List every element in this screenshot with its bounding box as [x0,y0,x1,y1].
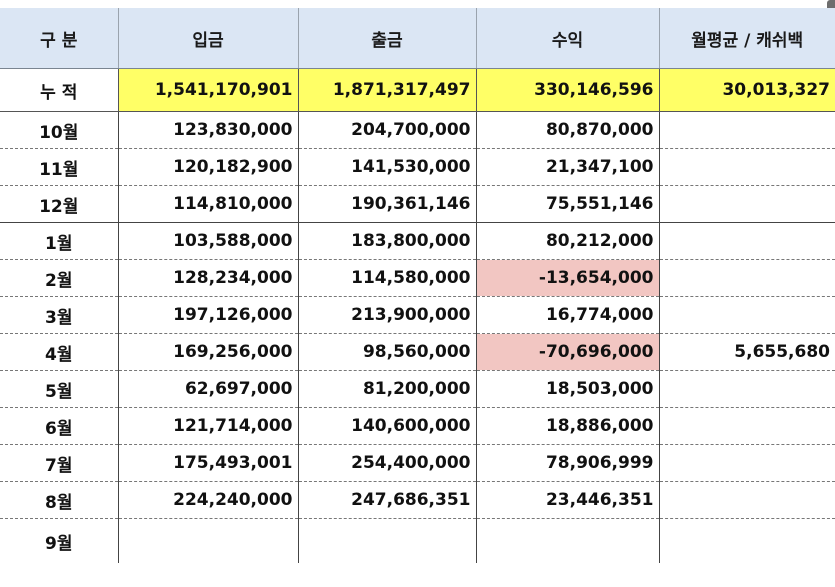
summary-table: 구 분 입금 출금 수익 월평균 / 캐쉬백 누 적 1,541,170,901… [0,8,835,563]
deposit-cell[interactable] [117,518,298,563]
total-monthly[interactable]: 30,013,327 [658,68,835,112]
total-deposit[interactable]: 1,541,170,901 [117,68,298,112]
month-cell[interactable]: 3월 [0,296,118,334]
monthly-cell[interactable]: 5,655,680 [658,333,835,371]
profit-cell[interactable]: 78,906,999 [475,444,659,482]
deposit-cell[interactable]: 120,182,900 [117,148,298,186]
monthly-cell[interactable] [658,185,835,223]
month-cell[interactable]: 1월 [0,222,118,260]
withdraw-cell[interactable]: 114,580,000 [297,259,476,297]
table-row: 8월 224,240,000 247,686,351 23,446,351 [0,481,835,519]
month-cell[interactable]: 11월 [0,148,118,186]
monthly-cell[interactable] [658,111,835,149]
withdraw-cell[interactable] [297,518,476,563]
deposit-cell[interactable]: 175,493,001 [117,444,298,482]
deposit-cell[interactable]: 128,234,000 [117,259,298,297]
profit-cell[interactable]: 16,774,000 [475,296,659,334]
table-row: 3월 197,126,000 213,900,000 16,774,000 [0,296,835,334]
deposit-cell[interactable]: 103,588,000 [117,222,298,260]
withdraw-cell[interactable]: 213,900,000 [297,296,476,334]
profit-cell[interactable]: 80,870,000 [475,111,659,149]
withdraw-cell[interactable]: 254,400,000 [297,444,476,482]
profit-cell[interactable]: 18,886,000 [475,407,659,445]
profit-cell[interactable]: -70,696,000 [475,333,659,371]
withdraw-cell[interactable]: 190,361,146 [297,185,476,223]
withdraw-cell[interactable]: 98,560,000 [297,333,476,371]
table-row: 9월 [0,518,835,563]
monthly-cell[interactable] [658,444,835,482]
monthly-cell[interactable] [658,222,835,260]
deposit-cell[interactable]: 123,830,000 [117,111,298,149]
table-row: 7월 175,493,001 254,400,000 78,906,999 [0,444,835,482]
header-profit[interactable]: 수익 [475,8,659,69]
profit-cell[interactable]: 23,446,351 [475,481,659,519]
monthly-cell[interactable] [658,481,835,519]
profit-cell[interactable]: -13,654,000 [475,259,659,297]
withdraw-cell[interactable]: 247,686,351 [297,481,476,519]
withdraw-cell[interactable]: 183,800,000 [297,222,476,260]
total-withdraw[interactable]: 1,871,317,497 [297,68,476,112]
profit-cell[interactable] [475,518,659,563]
profit-cell[interactable]: 18,503,000 [475,370,659,408]
month-cell[interactable]: 7월 [0,444,118,482]
withdraw-cell[interactable]: 204,700,000 [297,111,476,149]
monthly-cell[interactable] [658,259,835,297]
header-withdraw[interactable]: 출금 [297,8,476,69]
withdraw-cell[interactable]: 140,600,000 [297,407,476,445]
month-cell[interactable]: 2월 [0,259,118,297]
deposit-cell[interactable]: 114,810,000 [117,185,298,223]
header-deposit[interactable]: 입금 [117,8,298,69]
deposit-cell[interactable]: 169,256,000 [117,333,298,371]
deposit-cell[interactable]: 62,697,000 [117,370,298,408]
total-row: 누 적 1,541,170,901 1,871,317,497 330,146,… [0,68,835,112]
table-row: 4월 169,256,000 98,560,000 -70,696,000 5,655,… [0,333,835,371]
deposit-cell[interactable]: 197,126,000 [117,296,298,334]
table-row: 10월 123,830,000 204,700,000 80,870,000 [0,111,835,149]
monthly-cell[interactable] [658,296,835,334]
table-row: 6월 121,714,000 140,600,000 18,886,000 [0,407,835,445]
table-row: 5월 62,697,000 81,200,000 18,503,000 [0,370,835,408]
total-label[interactable]: 누 적 [0,68,118,112]
table-row: 11월 120,182,900 141,530,000 21,347,100 [0,148,835,186]
deposit-cell[interactable]: 121,714,000 [117,407,298,445]
monthly-cell[interactable] [658,407,835,445]
deposit-cell[interactable]: 224,240,000 [117,481,298,519]
profit-cell[interactable]: 80,212,000 [475,222,659,260]
month-cell[interactable]: 5월 [0,370,118,408]
monthly-cell[interactable] [658,370,835,408]
header-monthly-cashback[interactable]: 월평균 / 캐쉬백 [658,8,835,69]
withdraw-cell[interactable]: 141,530,000 [297,148,476,186]
header-category[interactable]: 구 분 [0,8,118,69]
month-cell[interactable]: 9월 [45,533,73,554]
header-row: 구 분 입금 출금 수익 월평균 / 캐쉬백 [0,8,835,69]
total-profit[interactable]: 330,146,596 [475,68,659,112]
table-row: 2월 128,234,000 114,580,000 -13,654,000 [0,259,835,297]
month-cell[interactable]: 8월 [0,481,118,519]
month-cell[interactable]: 4월 [0,333,118,371]
monthly-cell[interactable] [658,148,835,186]
month-cell[interactable]: 12월 [0,185,118,223]
table-row: 12월 114,810,000 190,361,146 75,551,146 [0,185,835,223]
month-cell[interactable]: 10월 [0,111,118,149]
monthly-cell[interactable] [658,518,835,563]
month-cell[interactable]: 6월 [0,407,118,445]
withdraw-cell[interactable]: 81,200,000 [297,370,476,408]
profit-cell[interactable]: 21,347,100 [475,148,659,186]
table-row: 1월 103,588,000 183,800,000 80,212,000 [0,222,835,260]
profit-cell[interactable]: 75,551,146 [475,185,659,223]
